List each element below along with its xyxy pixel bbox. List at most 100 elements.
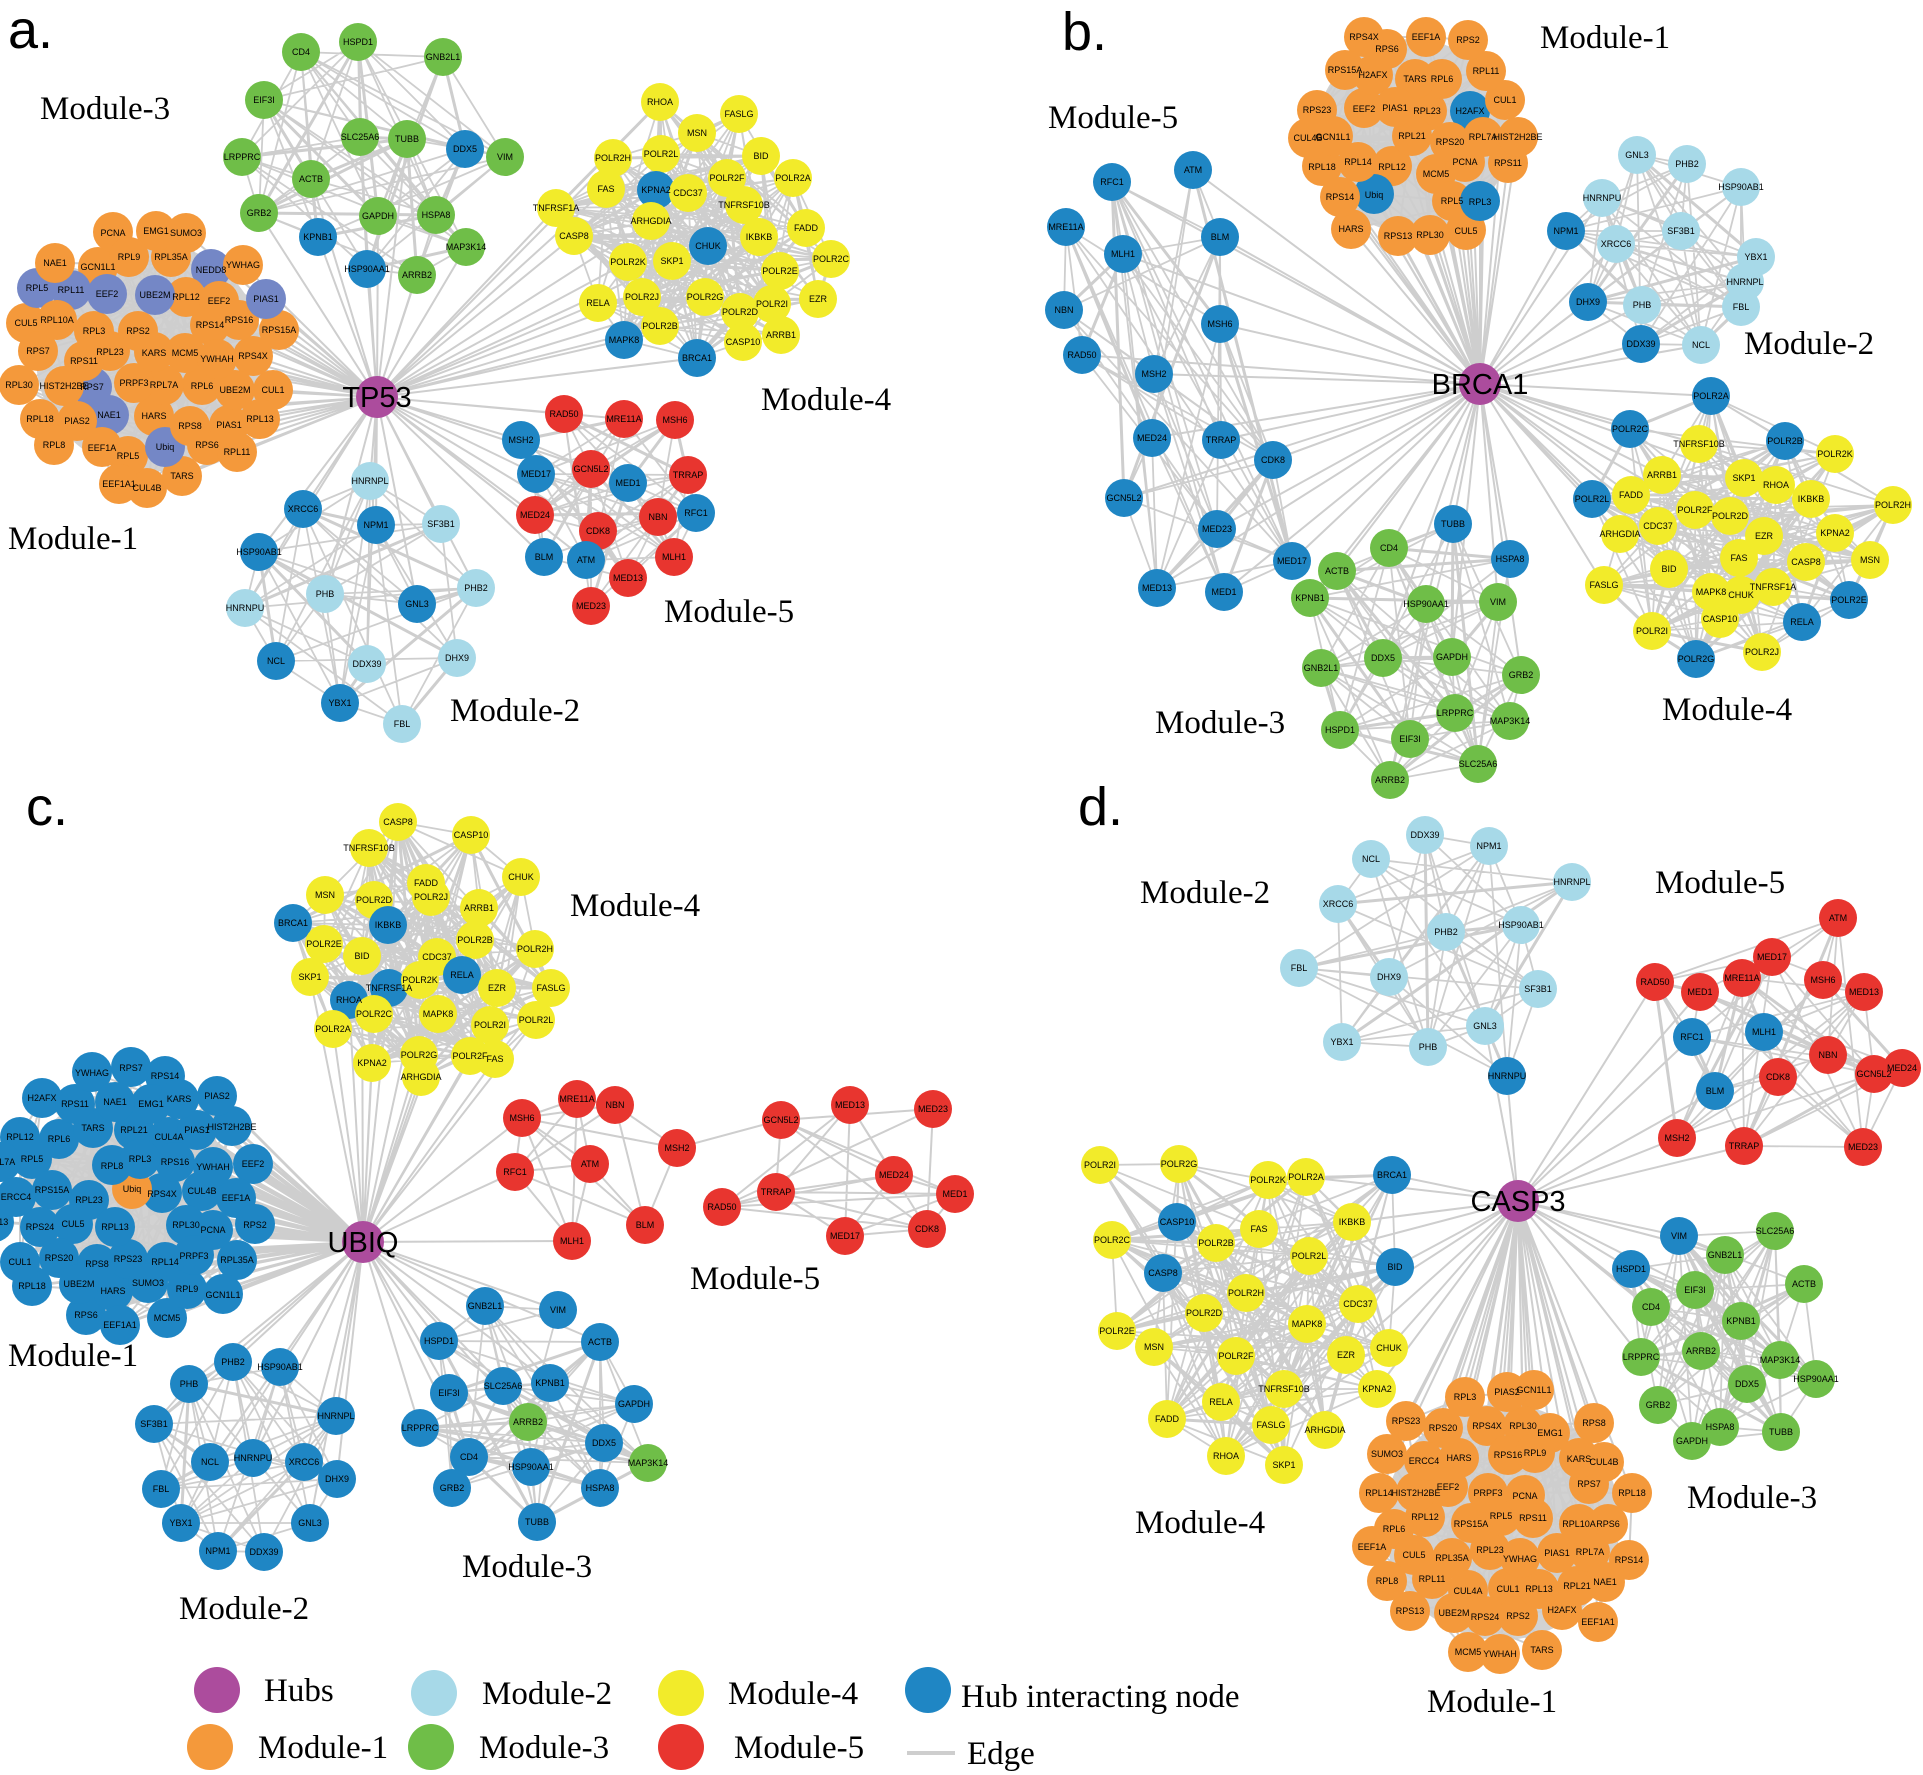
svg-text:GNL3: GNL3 [405,599,429,609]
svg-text:NAE1: NAE1 [1593,1577,1617,1587]
svg-text:SLC25A6: SLC25A6 [1756,1226,1795,1236]
svg-text:TNFRSF1A: TNFRSF1A [533,203,580,213]
svg-text:FASLG: FASLG [536,983,565,993]
svg-text:Module-1: Module-1 [8,1338,138,1374]
svg-text:HSP90AB1: HSP90AB1 [1498,920,1544,930]
svg-text:RPL11: RPL11 [58,285,85,295]
svg-text:CUL5: CUL5 [61,1219,84,1229]
svg-text:CHUK: CHUK [1376,1343,1402,1353]
svg-text:Module-3: Module-3 [1155,705,1285,741]
svg-text:POLR2G: POLR2G [687,292,724,302]
svg-text:RPL7A: RPL7A [0,1157,15,1167]
svg-text:POLR2C: POLR2C [356,1009,393,1019]
svg-text:MAP3K14: MAP3K14 [446,242,487,252]
svg-text:MED17: MED17 [521,469,551,479]
svg-text:MAP3K14: MAP3K14 [1760,1355,1801,1365]
svg-text:GNL3: GNL3 [1625,150,1649,160]
svg-text:RAD50: RAD50 [1640,977,1669,987]
svg-text:POLR2G: POLR2G [1161,1159,1198,1169]
svg-text:CD4: CD4 [1380,543,1398,553]
svg-text:RPS4X: RPS4X [1349,32,1379,42]
svg-text:DDX39: DDX39 [249,1547,278,1557]
svg-text:CUL5: CUL5 [1454,226,1477,236]
svg-text:Module-4: Module-4 [1135,1505,1265,1541]
svg-text:POLR2J: POLR2J [1745,647,1779,657]
svg-text:Module-3: Module-3 [40,91,170,127]
svg-text:RFC1: RFC1 [1680,1032,1704,1042]
svg-text:RPS2: RPS2 [126,326,150,336]
svg-text:HARS: HARS [1446,1453,1471,1463]
svg-text:XRCC6: XRCC6 [289,1457,320,1467]
svg-text:YWHAH: YWHAH [196,1162,230,1172]
svg-text:RPL3: RPL3 [83,326,106,336]
svg-text:FBL: FBL [153,1484,170,1494]
svg-text:CD4: CD4 [1642,1302,1660,1312]
svg-text:DDX5: DDX5 [1735,1379,1759,1389]
svg-text:CASP8: CASP8 [1791,557,1821,567]
svg-text:MAPK8: MAPK8 [609,335,640,345]
svg-text:RPL7A: RPL7A [1576,1547,1605,1557]
svg-text:RPL23: RPL23 [75,1195,103,1205]
svg-text:POLR2C: POLR2C [1612,424,1649,434]
svg-text:SF3B1: SF3B1 [1524,984,1552,994]
svg-text:POLR2A: POLR2A [775,173,811,183]
svg-text:MAPK8: MAPK8 [423,1009,454,1019]
svg-text:CUL5: CUL5 [1402,1550,1425,1560]
svg-text:RPL30: RPL30 [1509,1421,1537,1431]
svg-text:MSH6: MSH6 [662,415,687,425]
svg-text:EIF3I: EIF3I [1399,734,1421,744]
svg-text:PRPF3: PRPF3 [119,378,148,388]
svg-text:CUL4B: CUL4B [1293,133,1322,143]
svg-text:TNFRSF10B: TNFRSF10B [1258,1384,1310,1394]
svg-text:ACTB: ACTB [299,174,323,184]
svg-text:RFC1: RFC1 [503,1167,527,1177]
svg-text:POLR2F: POLR2F [709,173,745,183]
svg-text:CASP10: CASP10 [726,337,761,347]
svg-text:YWHAG: YWHAG [75,1068,109,1078]
svg-text:DDX5: DDX5 [592,1438,616,1448]
svg-text:GNB2L1: GNB2L1 [1708,1250,1743,1260]
svg-text:BLM: BLM [636,1220,655,1230]
svg-text:CASP10: CASP10 [454,830,489,840]
svg-text:MSN: MSN [1860,555,1880,565]
svg-text:MLH1: MLH1 [1111,249,1135,259]
svg-text:MSH2: MSH2 [1664,1133,1689,1143]
svg-text:BID: BID [753,151,769,161]
svg-text:PHB: PHB [180,1379,199,1389]
svg-text:MRE11A: MRE11A [1048,222,1083,232]
svg-text:POLR2H: POLR2H [517,944,553,954]
svg-text:Module-3: Module-3 [479,1730,609,1766]
svg-text:Ubiq: Ubiq [123,1184,142,1194]
svg-text:MLH1: MLH1 [1752,1027,1776,1037]
svg-text:HIST2H2BE: HIST2H2BE [1391,1488,1440,1498]
svg-text:POLR2K: POLR2K [1817,449,1853,459]
svg-text:BLM: BLM [1211,232,1230,242]
svg-text:Module-5: Module-5 [1048,100,1178,136]
svg-text:POLR2G: POLR2G [401,1050,438,1060]
svg-text:ARRB1: ARRB1 [464,903,494,913]
svg-text:RPL5: RPL5 [1441,196,1464,206]
svg-text:PRPF3: PRPF3 [179,1251,208,1261]
svg-text:FADD: FADD [414,878,439,888]
svg-text:PIAS2: PIAS2 [64,416,90,426]
svg-text:RPL3: RPL3 [1469,197,1492,207]
svg-text:BID: BID [1387,1262,1403,1272]
svg-text:TNFRSF1A: TNFRSF1A [1750,582,1797,592]
svg-text:SLC25A6: SLC25A6 [341,132,380,142]
svg-text:RPS11: RPS11 [1494,158,1522,168]
svg-text:MCM5: MCM5 [1455,1647,1482,1657]
svg-text:POLR2D: POLR2D [722,307,759,317]
svg-text:YBX1: YBX1 [1330,1037,1353,1047]
svg-text:GAPDH: GAPDH [1436,652,1468,662]
svg-text:MCM5: MCM5 [1423,169,1450,179]
svg-text:RPL6: RPL6 [1383,1524,1406,1534]
svg-text:Module-4: Module-4 [761,382,891,418]
svg-text:EEF2: EEF2 [1353,104,1376,114]
svg-text:ERCC4: ERCC4 [1409,1456,1440,1466]
svg-text:EEF1A: EEF1A [88,443,117,453]
svg-text:HSP90AA1: HSP90AA1 [1793,1374,1839,1384]
svg-text:HARS: HARS [1338,224,1363,234]
svg-text:RPS13: RPS13 [1396,1606,1425,1616]
svg-text:ARRB2: ARRB2 [1686,1346,1716,1356]
svg-text:RPL5: RPL5 [21,1154,44,1164]
